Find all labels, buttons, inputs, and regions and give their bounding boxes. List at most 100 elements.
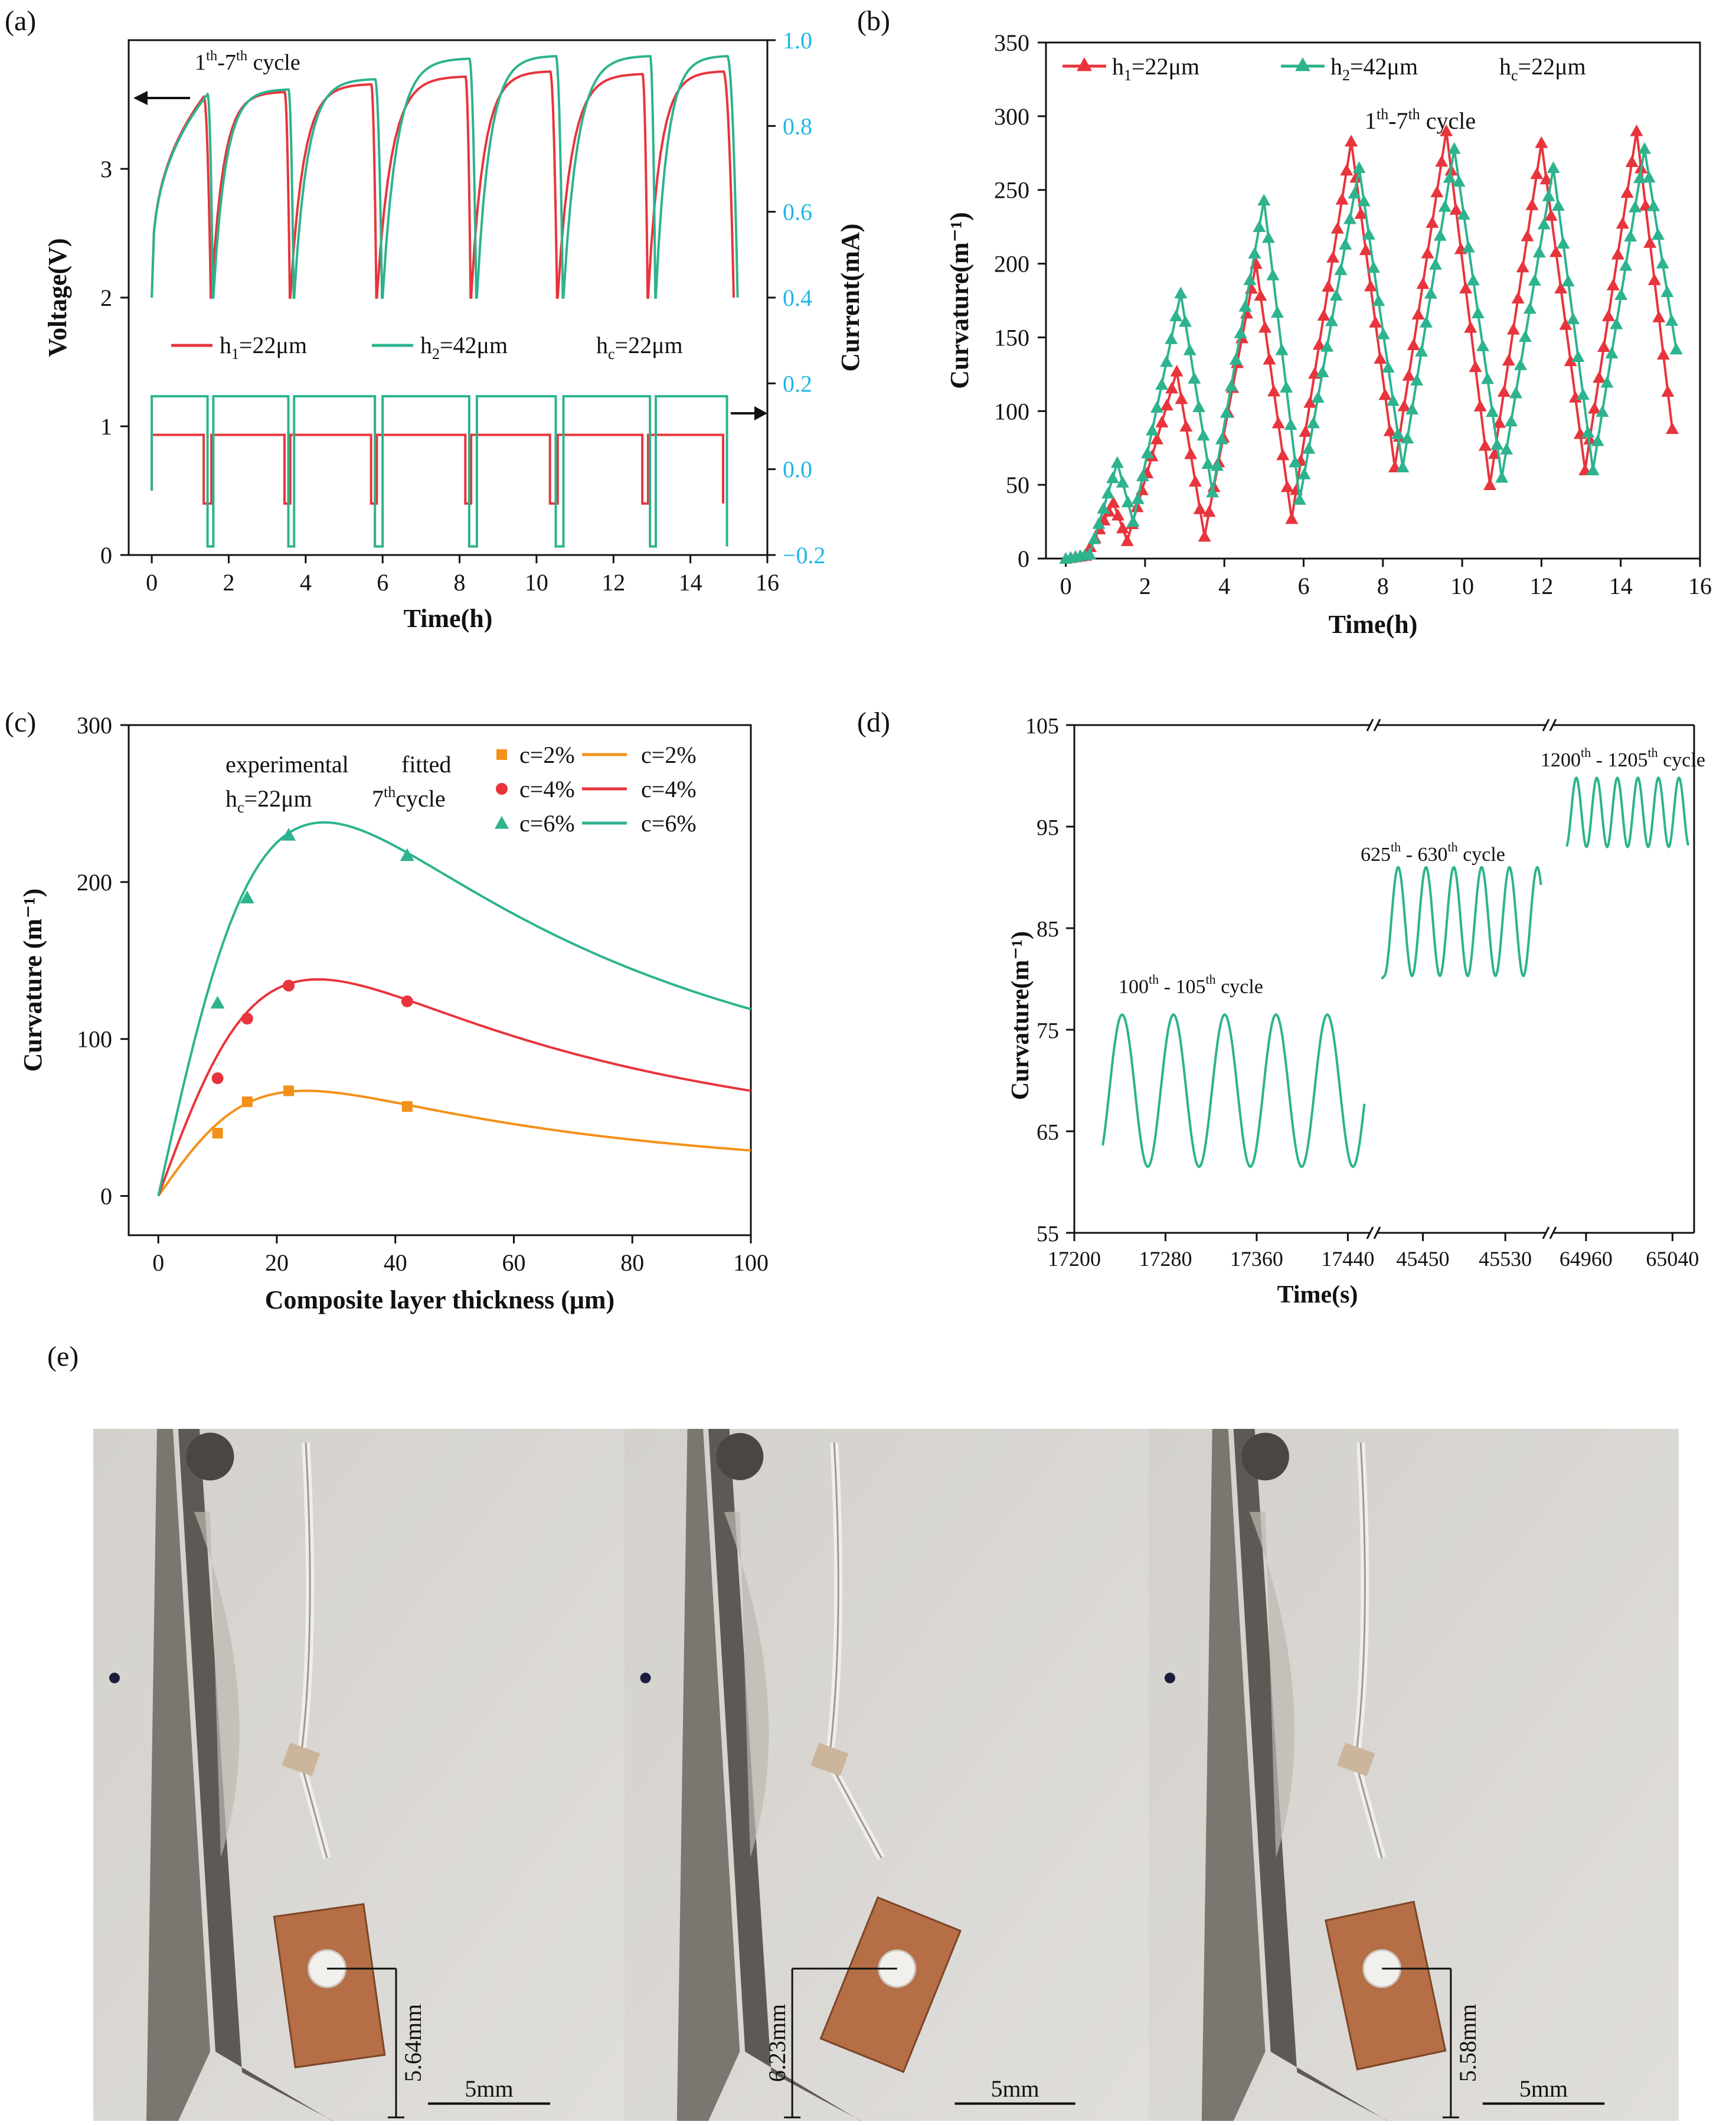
curvature-oscillation — [1101, 1013, 1366, 1168]
data-marker-teal — [1121, 495, 1135, 508]
data-marker-teal — [1357, 194, 1371, 207]
data-marker-red — [1588, 402, 1601, 414]
data-marker-teal — [1652, 228, 1665, 240]
y-tick-label: 1 — [100, 413, 112, 440]
data-marker-teal — [1178, 315, 1192, 327]
data-marker-red — [1267, 384, 1281, 397]
data-marker-red — [1606, 278, 1620, 290]
data-marker-teal — [1576, 388, 1590, 400]
data-marker-teal — [1381, 361, 1395, 373]
x-tick-label: 14 — [679, 569, 702, 596]
y-tick-label: 95 — [1037, 815, 1059, 840]
y-tick-label: 150 — [994, 324, 1029, 351]
data-marker-teal — [1637, 142, 1651, 154]
data-marker-teal — [1600, 376, 1614, 388]
data-marker-teal — [1528, 273, 1541, 286]
data-marker-red — [1083, 540, 1097, 552]
y-axis-label: Curvature(m⁻¹) — [945, 212, 974, 389]
data-marker-red — [1539, 172, 1553, 185]
data-marker-teal — [1201, 457, 1215, 469]
data-marker-red — [1364, 279, 1377, 292]
data-marker-teal — [1581, 426, 1595, 438]
scale-bar-label: 5mm — [1519, 2075, 1568, 2102]
curvature-oscillation — [1565, 776, 1690, 848]
data-marker-teal — [1386, 394, 1400, 406]
data-marker-teal — [1270, 306, 1284, 318]
data-marker-teal — [1372, 294, 1385, 306]
data-marker-teal — [1490, 438, 1504, 450]
data-marker-teal — [1586, 463, 1600, 475]
exp-marker-square — [241, 1096, 253, 1108]
data-marker-red — [1254, 289, 1267, 301]
chart-d: 55 65 75 85 95 105 Time(s) Curvature(m⁻¹) 17200 1… — [1007, 714, 1705, 1308]
panel-label-b: (b) — [857, 5, 890, 37]
x-tick-label: 8 — [1377, 573, 1389, 599]
data-marker-red — [1601, 309, 1615, 321]
exp-marker-square — [401, 1101, 413, 1112]
fitted-line-red — [157, 978, 751, 1197]
legend-marker — [496, 749, 507, 760]
data-marker-red — [1506, 322, 1520, 335]
data-marker-red — [1440, 124, 1453, 136]
data-marker-red — [1179, 420, 1193, 432]
data-marker-teal — [1591, 434, 1604, 446]
data-marker-red — [1359, 243, 1372, 256]
data-marker-teal — [1297, 467, 1311, 479]
data-marker-red — [1184, 447, 1198, 459]
data-marker-red — [1593, 371, 1606, 383]
data-marker-teal — [1131, 492, 1145, 504]
data-marker-teal — [1605, 347, 1619, 359]
data-marker-teal — [1348, 187, 1361, 199]
data-marker-teal — [1476, 339, 1490, 351]
axis-break — [1542, 1226, 1550, 1239]
data-marker-red — [1349, 171, 1363, 183]
data-marker-red — [1330, 221, 1344, 234]
data-marker-red — [1426, 216, 1439, 228]
legend-label-exp: c=2% — [519, 742, 575, 768]
data-marker-red — [1521, 229, 1534, 241]
data-marker-red — [1421, 246, 1434, 259]
exp-marker-circle — [283, 980, 295, 992]
data-marker-teal — [1101, 487, 1115, 499]
cycle-annotation: 7thcycle — [372, 784, 446, 812]
data-marker-red — [1107, 496, 1120, 508]
axis-break — [1366, 719, 1374, 732]
x-tick-label: 17280 — [1139, 1247, 1192, 1271]
data-marker-teal — [1266, 268, 1280, 280]
y-tick-label: 50 — [1006, 472, 1029, 498]
y-tick-label: 75 — [1037, 1019, 1059, 1043]
x-tick-label: 17440 — [1321, 1247, 1374, 1271]
dimension-label: 5.64mm — [400, 2004, 426, 2082]
legend-label: h2=42μm — [420, 332, 508, 363]
data-marker-red — [1639, 198, 1652, 211]
clamp-screw — [716, 1432, 764, 1480]
curvature-oscillation — [1381, 866, 1542, 980]
tweezer-shadow — [1249, 1512, 1295, 1858]
data-marker-red — [1665, 422, 1679, 435]
data-marker-red — [1354, 207, 1368, 219]
data-marker-teal — [1174, 286, 1188, 299]
legend-marker — [496, 783, 508, 795]
dimension-label: 5.58mm — [1454, 2004, 1481, 2082]
data-marker-teal — [1629, 200, 1642, 213]
data-marker-teal — [1302, 442, 1316, 454]
data-marker-teal — [1087, 532, 1101, 544]
data-marker-red — [1335, 192, 1349, 205]
legend-label-exp: c=4% — [519, 776, 575, 802]
data-marker-teal — [1415, 345, 1428, 357]
x-tick-label: 20 — [265, 1249, 289, 1276]
data-marker-teal — [1547, 161, 1560, 174]
data-marker-teal — [1257, 194, 1271, 205]
data-marker-teal — [1557, 237, 1570, 249]
data-marker-teal — [1188, 371, 1201, 384]
data-marker-teal — [1424, 286, 1437, 299]
data-marker-red — [1402, 368, 1415, 381]
data-marker-red — [1322, 280, 1335, 292]
axis-break — [1373, 1226, 1381, 1239]
legend-label: hc=22μm — [596, 332, 683, 363]
exp-marker-triangle — [210, 995, 225, 1009]
data-marker-teal — [1352, 161, 1366, 174]
data-marker-teal — [1192, 400, 1206, 412]
voltage-line-red — [151, 70, 735, 299]
exp-marker-triangle — [400, 848, 414, 861]
